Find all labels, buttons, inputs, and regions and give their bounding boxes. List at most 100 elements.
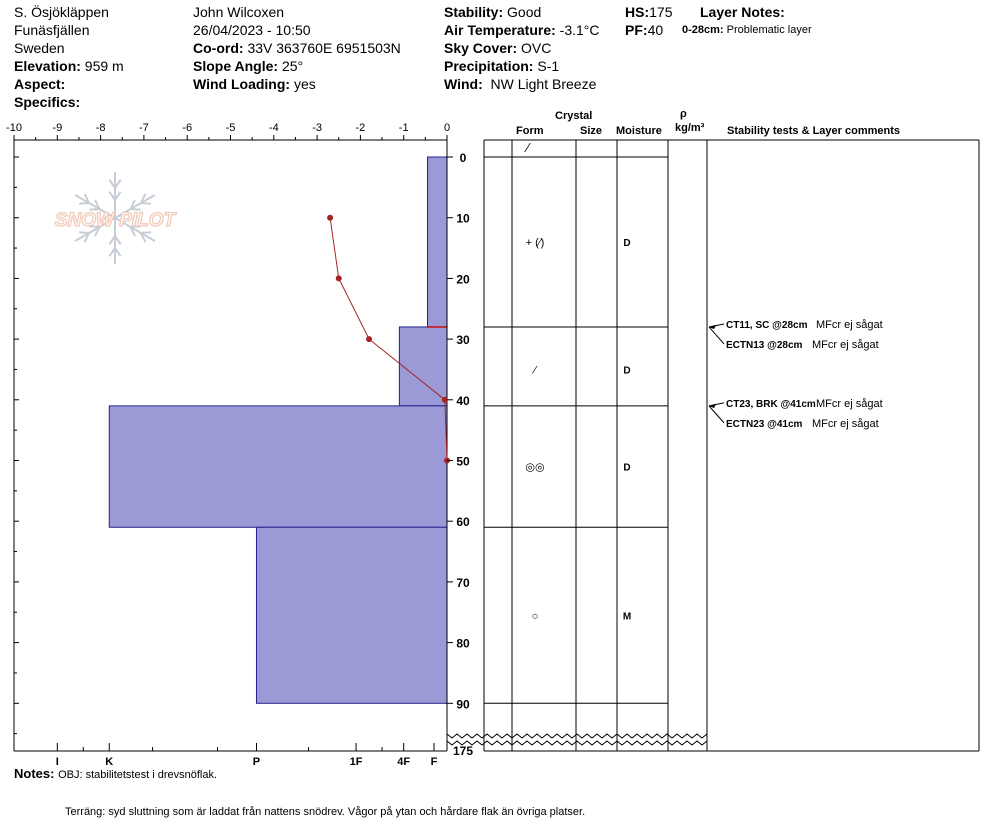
area-name: Funäsfjällen — [14, 22, 90, 38]
crystal-header: Crystal — [555, 110, 593, 122]
chart-frame — [13, 139, 448, 752]
flake-arm — [114, 217, 156, 242]
test-pointer-arrow — [709, 403, 716, 408]
hardness-layer — [398, 326, 448, 407]
penetration-foot: PF:40 — [625, 22, 664, 38]
flake-branch — [140, 232, 147, 243]
flake-branch — [140, 202, 152, 205]
size-header: Size — [580, 125, 603, 137]
temp-tick-label: -8 — [96, 122, 106, 134]
aspect-label: Aspect: — [14, 76, 66, 92]
test-pointer-arrow — [709, 324, 716, 329]
flake-branch — [114, 179, 122, 189]
hardness-layer — [108, 405, 448, 528]
flake-branch — [129, 226, 136, 237]
temp-tick-label: -10 — [6, 122, 22, 134]
layer-note: 0-28cm: Problematic layer — [682, 24, 812, 36]
flake-branch — [114, 247, 122, 257]
hardness-tick-label: F — [431, 756, 438, 768]
stability: Stability: Good — [444, 4, 542, 20]
layer-table: ⁄ + (⁄) D ⁄ D ◎◎ D ○ M — [446, 139, 980, 752]
layer-notes-label: Layer Notes: — [700, 4, 785, 20]
wind: Wind: NW Light Breeze — [444, 76, 597, 92]
hardness-tick-label: I — [56, 756, 59, 768]
depth-tick-label: 10 — [456, 212, 470, 226]
hardness-tick-label: P — [253, 756, 260, 768]
hardness-layer — [427, 156, 448, 328]
location-name: S. Ösjökläppen — [14, 4, 109, 20]
crystal-form: ◎◎ — [525, 462, 544, 474]
crystal-form: ○ — [532, 610, 539, 622]
flake-branch — [83, 193, 90, 204]
depth-tick-label: 60 — [456, 515, 470, 529]
flake-branch — [108, 179, 116, 189]
flake-branch — [114, 235, 122, 245]
temp-tick-label: -4 — [269, 122, 279, 134]
depth-break-label: 175 — [453, 744, 473, 758]
temp-point — [335, 275, 342, 282]
temp-point — [366, 336, 373, 343]
top-crystal-form: ⁄ — [524, 140, 531, 155]
snow-height: HS:175 — [625, 4, 673, 20]
temp-tick-label: -1 — [399, 122, 409, 134]
wind-loading: Wind Loading: yes — [193, 76, 316, 92]
flake-branch — [130, 208, 141, 211]
observation-datetime: 26/04/2023 - 10:50 — [193, 22, 311, 38]
form-header: Form — [516, 125, 544, 137]
flake-arm — [74, 217, 116, 242]
precipitation: Precipitation: S-1 — [444, 58, 560, 74]
density-unit: kg/m³ — [675, 122, 705, 134]
stability-header: Stability tests & Layer comments — [727, 125, 901, 137]
flake-arm — [74, 194, 116, 219]
coordinates: Co-ord: 33V 363760E 6951503N — [193, 40, 401, 56]
moisture-header: Moisture — [616, 125, 662, 137]
test-result: CT23, BRK @41cm — [726, 399, 816, 410]
temperature-profile — [327, 214, 450, 464]
flake-branch — [108, 247, 116, 257]
crystal-moisture: M — [623, 611, 631, 622]
snowpilot-logo: SNOW PILOT — [54, 172, 177, 264]
flake-branch — [140, 231, 152, 234]
flake-branch — [114, 191, 122, 201]
test-result: ECTN23 @41cm — [726, 419, 803, 430]
depth-tick-label: 20 — [456, 272, 470, 286]
flake-branch — [78, 231, 90, 234]
flake-branch — [78, 202, 90, 205]
depth-tick-label: 70 — [456, 576, 470, 590]
test-result: ECTN13 @28cm — [726, 340, 803, 351]
axis-ticks: -10 -9 -8 -7 -6 -5 -4 -3 -2 -1 0010203040506070809… — [6, 122, 473, 768]
stability-tests: CT11, SC @28cm MFcr ej sågat ECTN13 @28cm M… — [708, 319, 883, 430]
test-comment: MFcr ej sågat — [816, 398, 883, 410]
elevation: Elevation: 959 m — [14, 58, 124, 74]
test-comment: MFcr ej sågat — [812, 339, 879, 351]
temp-tick-label: -7 — [139, 122, 149, 134]
temp-tick-label: -2 — [356, 122, 366, 134]
depth-tick-label: 40 — [456, 394, 470, 408]
depth-tick-label: 0 — [460, 151, 467, 165]
snowflake-icon — [74, 172, 156, 264]
notes: Notes: OBJ: stabilitetstest i drevsnöfla… — [14, 766, 218, 781]
logo-text: SNOW PILOT — [55, 210, 177, 231]
hardness-layers — [108, 156, 448, 704]
specifics-label: Specifics: — [14, 94, 81, 110]
flake-branch — [108, 235, 116, 245]
flake-branch — [83, 232, 90, 243]
temp-point — [327, 214, 334, 221]
depth-tick-label: 50 — [456, 455, 470, 469]
temp-tick-label: -5 — [226, 122, 236, 134]
temp-point — [441, 396, 448, 403]
test-comment: MFcr ej sågat — [812, 418, 879, 430]
density-symbol: ρ — [680, 108, 687, 120]
notes-line-2: Terräng: syd sluttning som är laddat frå… — [65, 806, 586, 818]
flake-branch — [130, 225, 141, 228]
crystal-moisture: D — [623, 463, 630, 474]
depth-break-zigzag — [446, 740, 708, 746]
crystal-form: ⁄ — [531, 364, 538, 376]
hardness-tick-label: 1F — [350, 756, 363, 768]
test-result: CT11, SC @28cm — [726, 320, 808, 331]
flake-branch — [94, 199, 101, 210]
hardness-layer — [255, 526, 448, 704]
country-name: Sweden — [14, 40, 65, 56]
flake-branch — [89, 225, 100, 228]
slope-angle: Slope Angle: 25° — [193, 58, 304, 74]
